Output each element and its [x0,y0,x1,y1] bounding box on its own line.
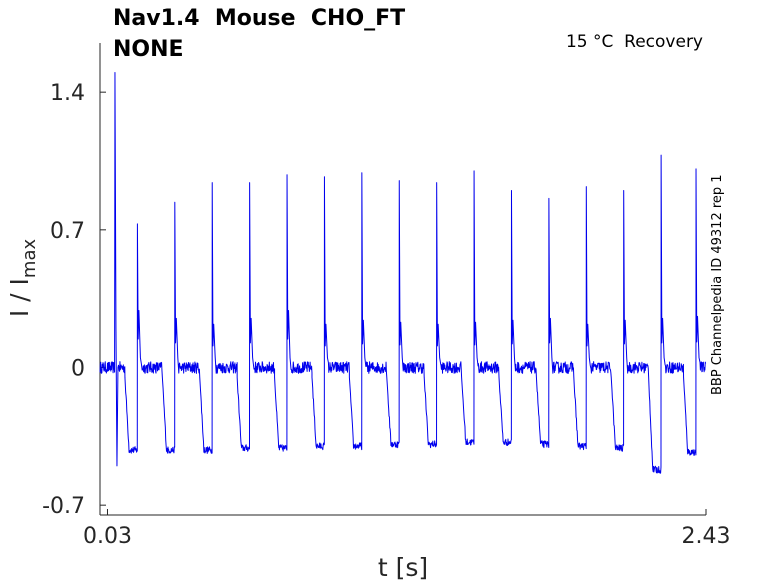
tick-labels: 1.4 0.7 0 -0.7 0.03 2.43 [42,81,730,549]
x-tick-label: 0.03 [83,524,132,549]
y-axis-label-main: I / I [5,278,34,317]
chart-title-line1: Nav1.4 Mouse CHO_FT [113,6,405,31]
y-axis-label-subscript: max [19,239,40,279]
axes [99,43,706,516]
y-axis-label: I / Imax [5,239,40,318]
y-tick-label: 1.4 [50,81,85,106]
chart-title-line2: NONE [113,37,184,62]
channelpedia-id-label: BBP Channelpedia ID 49312 rep 1 [710,174,725,395]
y-tick-label: 0.7 [50,219,85,244]
y-axis-label-group: I / Imax [5,239,40,318]
condition-annotation: 15 °C Recovery [566,32,703,52]
x-tick-label: 2.43 [682,524,731,549]
current-trace-line [99,72,707,474]
tick-marks [100,91,707,515]
y-tick-label: -0.7 [42,494,85,519]
x-axis-label: t [s] [378,553,428,582]
y-tick-label: 0 [71,357,85,382]
